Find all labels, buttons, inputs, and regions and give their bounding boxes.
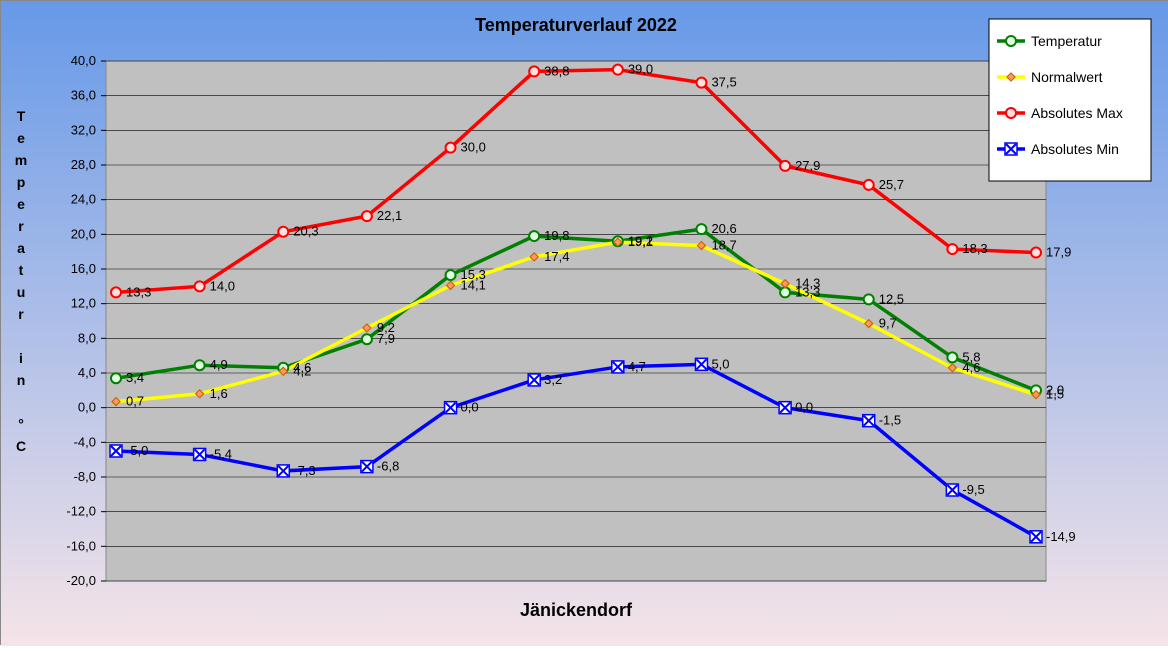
chart-title: Temperaturverlauf 2022 [475,15,677,35]
data-label: 30,0 [461,140,486,155]
data-label: 18,7 [711,238,736,253]
data-label: 14,1 [461,277,486,292]
data-label: 18,3 [962,241,987,256]
data-label: -5,0 [126,443,148,458]
data-label: 0,0 [795,400,813,415]
y-tick-label: 20,0 [71,226,96,241]
y-axis-label-char: m [15,152,27,168]
data-label: 37,5 [711,75,736,90]
y-tick-label: 32,0 [71,122,96,137]
y-tick-label: -16,0 [66,538,96,553]
data-label: 39,0 [628,62,653,77]
data-label: -9,5 [962,482,984,497]
data-label: -7,3 [293,463,315,478]
data-label: 0,0 [461,400,479,415]
y-axis-label-char: u [17,284,26,300]
data-label: 4,7 [628,359,646,374]
data-label: 12,5 [879,291,904,306]
y-tick-label: -4,0 [74,434,96,449]
y-tick-label: 16,0 [71,261,96,276]
data-label: 17,4 [544,249,569,264]
y-axis-label-char: C [16,438,26,454]
y-tick-label: 36,0 [71,88,96,103]
y-tick-label: -8,0 [74,469,96,484]
data-label: -1,5 [879,413,901,428]
chart-svg: -20,0 -16,0 -12,0 -8,0 -4,0 0,0 4,0 8,0 12,0 16,0… [1,1,1168,646]
y-axis-label-char: e [17,196,25,212]
data-label: 20,3 [293,224,318,239]
chart-container: -20,0 -16,0 -12,0 -8,0 -4,0 0,0 4,0 8,0 12,0 16,0… [0,0,1168,645]
y-axis-label-char: p [17,174,26,190]
data-label: 13,3 [126,284,151,299]
data-label: -6,8 [377,459,399,474]
chart-subtitle: Jänickendorf [520,600,633,620]
data-label: 19,8 [544,228,569,243]
data-label: 9,7 [879,316,897,331]
data-label: 25,7 [879,177,904,192]
y-axis-label-char: T [17,108,26,124]
data-label: 22,1 [377,208,402,223]
data-label: 3,4 [126,370,144,385]
y-tick-label: 40,0 [71,53,96,68]
data-label: 20,6 [711,221,736,236]
data-label: 1,5 [1046,387,1064,402]
y-tick-label: 8,0 [78,330,96,345]
data-label: 4,6 [962,360,980,375]
data-label: 1,6 [210,386,228,401]
y-axis-label-char: n [17,372,26,388]
data-label: -5,4 [210,446,232,461]
y-tick-label: -20,0 [66,573,96,588]
y-tick-label: 12,0 [71,296,96,311]
data-label: 3,2 [544,372,562,387]
y-axis-label-char: ° [18,416,24,432]
data-label: 27,9 [795,158,820,173]
y-tick-label: 0,0 [78,400,96,415]
y-axis-label-char: a [17,240,25,256]
data-label: 14,0 [210,278,235,293]
data-label: 5,0 [711,356,729,371]
plot-area [106,61,1046,581]
y-axis-label-char: r [18,306,24,322]
y-tick-label: 24,0 [71,192,96,207]
data-label: 19,1 [628,234,653,249]
data-label: 0,7 [126,394,144,409]
y-axis-label-char: r [18,218,24,234]
y-axis-label-char: i [19,350,23,366]
legend-label: Absolutes Min [1031,141,1119,157]
y-axis-label-char: e [17,130,25,146]
data-label: 38,8 [544,63,569,78]
data-label: 14,3 [795,276,820,291]
y-tick-label: -12,0 [66,504,96,519]
legend-label: Temperatur [1031,33,1102,49]
data-label: -14,9 [1046,529,1076,544]
legend-label: Normalwert [1031,69,1103,85]
data-label: 9,2 [377,320,395,335]
data-label: 17,9 [1046,245,1071,260]
legend-label: Absolutes Max [1031,105,1123,121]
data-label: 4,2 [293,363,311,378]
y-tick-label: 4,0 [78,365,96,380]
y-tick-label: 28,0 [71,157,96,172]
data-label: 4,9 [210,357,228,372]
y-axis-label-char: t [19,262,24,278]
